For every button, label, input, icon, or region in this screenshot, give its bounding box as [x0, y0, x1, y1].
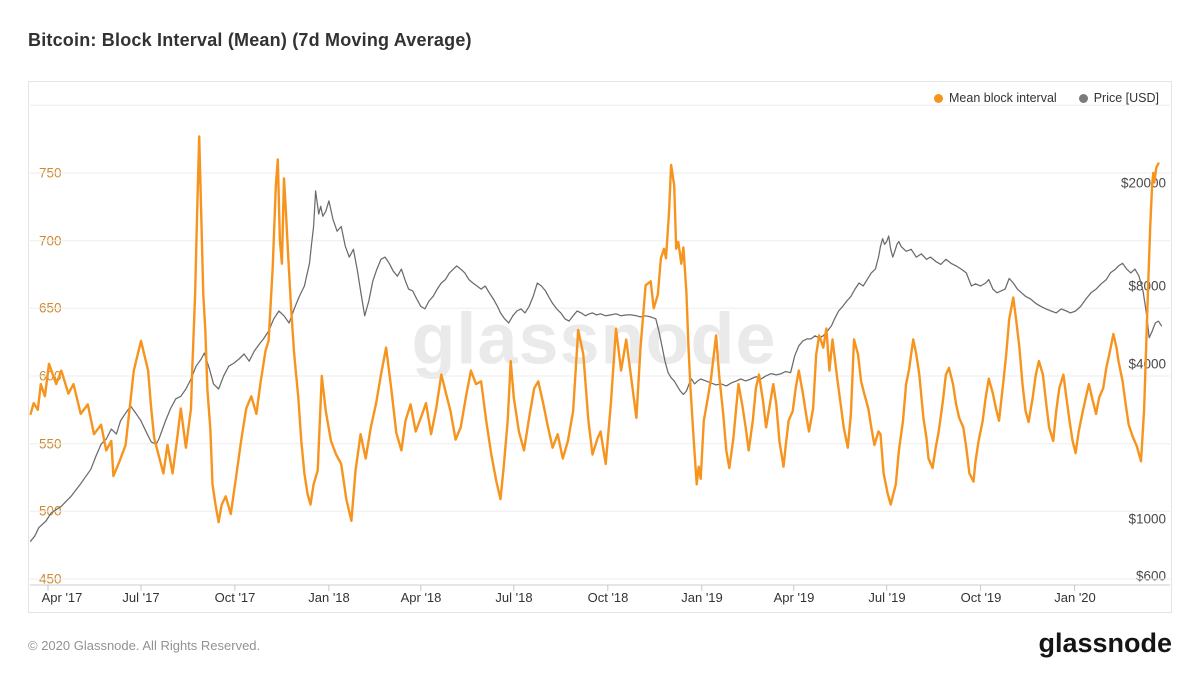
- chart-plot-area[interactable]: [29, 82, 1171, 612]
- footer-copyright: © 2020 Glassnode. All Rights Reserved.: [28, 638, 261, 653]
- legend-item-price-usd-[interactable]: Price [USD]: [1078, 91, 1159, 105]
- legend-label: Price [USD]: [1093, 91, 1159, 105]
- series-line-mean-block-interval[interactable]: [29, 135, 1160, 524]
- x-label-Jul19: Jul '19: [868, 590, 906, 605]
- y-right-label-1000: $1000: [1128, 511, 1166, 527]
- x-label-Oct19: Oct '19: [960, 590, 1002, 605]
- x-label-Apr18: Apr '18: [400, 590, 442, 605]
- x-label-Oct18: Oct '18: [587, 590, 629, 605]
- x-label-Jan20: Jan '20: [1054, 590, 1096, 605]
- chart-panel: glassnode 450 500 550 600 650 700 750 $600 $1000…: [28, 81, 1172, 613]
- page-title: Bitcoin: Block Interval (Mean) (7d Movin…: [28, 30, 472, 50]
- series-line-price-usd-[interactable]: [29, 190, 1163, 542]
- x-label-Jul18: Jul '18: [495, 590, 533, 605]
- y-right-label-600: $600: [1135, 568, 1166, 584]
- legend-item-mean-block-interval[interactable]: Mean block interval: [934, 91, 1057, 105]
- x-label-Oct17: Oct '17: [214, 590, 256, 605]
- x-label-Apr17: Apr '17: [41, 590, 83, 605]
- glassnode-logo: glassnode: [1038, 628, 1172, 658]
- x-label-Jan18: Jan '18: [308, 590, 350, 605]
- x-label-Jul17: Jul '17: [122, 590, 160, 605]
- legend-label: Mean block interval: [949, 91, 1057, 105]
- y-right-label-4000: $4000: [1128, 356, 1166, 372]
- legend-dot-icon: [1078, 93, 1088, 103]
- legend-dot-icon: [934, 93, 943, 103]
- chart-legend: Mean block interval Price [USD]: [934, 91, 1159, 105]
- x-label-Apr19: Apr '19: [773, 590, 815, 605]
- x-label-Jan19: Jan '19: [681, 590, 723, 605]
